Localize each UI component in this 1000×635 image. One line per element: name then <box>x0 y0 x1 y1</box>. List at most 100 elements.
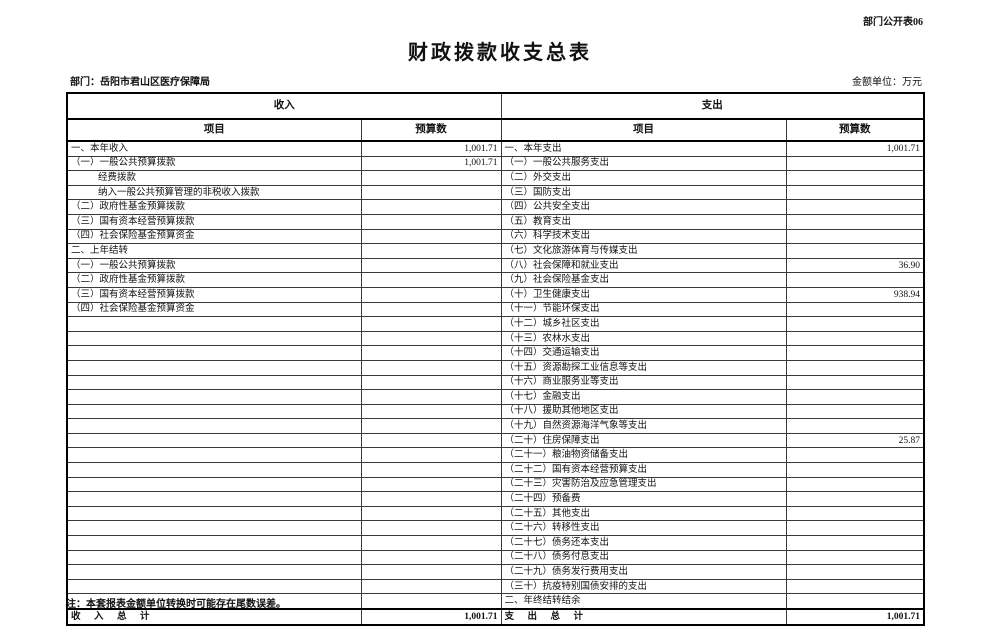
income-item-header: 项目 <box>66 118 362 142</box>
expense-value-cell <box>785 389 925 405</box>
table-row: （二十五）其他支出 <box>66 505 925 522</box>
income-item-cell: 经费拨款 <box>66 170 362 186</box>
income-item-cell: （三）国有资本经营预算拨款 <box>66 213 362 230</box>
expense-item-cell: （八）社会保障和就业支出 <box>500 257 787 274</box>
income-item-cell <box>66 549 362 566</box>
expense-total-label: 支 出 总 计 <box>500 608 787 626</box>
footnote: 注：本套报表金额单位转换时可能存在尾数误差。 <box>66 599 286 610</box>
expense-value-cell <box>785 345 925 361</box>
expense-value-cell <box>785 243 925 259</box>
table-body: 收入 支出 项目 预算数 项目 预算数 一、本年收入 1,001.71 一、本年支出… <box>66 92 925 626</box>
expense-item-cell: 二、年终结转结余 <box>500 593 787 610</box>
expense-item-cell: （四）公共安全支出 <box>500 199 787 215</box>
table-row: （四）社会保险基金预算资金 （六）科学技术支出 <box>66 228 925 245</box>
table-row: （二）政府性基金预算拨款 （九）社会保险基金支出 <box>66 272 925 288</box>
table-row: （十八）援助其他地区支出 <box>66 403 925 420</box>
expense-value-cell: 25.87 <box>785 432 925 449</box>
table-row: （十三）农林水支出 <box>66 330 925 347</box>
expense-section-header: 支出 <box>500 92 925 120</box>
expense-value-cell <box>785 403 925 420</box>
expense-item-cell: （十）卫生健康支出 <box>500 286 787 303</box>
expense-value-cell <box>785 316 925 332</box>
expense-value-cell <box>785 184 925 201</box>
table-row: 纳入一般公共预算管理的非税收入拨款 （三）国防支出 <box>66 184 925 201</box>
income-value-cell <box>360 286 502 303</box>
expense-value-cell <box>785 593 925 610</box>
income-item-cell <box>66 447 362 464</box>
income-item-cell <box>66 535 362 551</box>
income-item-cell: （一）一般公共预算拨款 <box>66 257 362 274</box>
income-item-cell: （二）政府性基金预算拨款 <box>66 272 362 288</box>
expense-item-cell: （十六）商业服务业等支出 <box>500 374 787 391</box>
income-item-cell <box>66 374 362 391</box>
table-row: （二）政府性基金预算拨款 （四）公共安全支出 <box>66 199 925 215</box>
income-value-cell: 1,001.71 <box>360 155 502 172</box>
expense-budget-header: 预算数 <box>785 118 925 142</box>
income-value-cell <box>360 345 502 361</box>
expense-item-cell: （十一）节能环保支出 <box>500 301 787 318</box>
expense-item-cell: （一）一般公共服务支出 <box>500 155 787 172</box>
income-value-cell <box>360 578 502 595</box>
income-budget-header: 预算数 <box>360 118 502 142</box>
expense-item-cell: 一、本年支出 <box>500 140 787 157</box>
department-label: 部门：岳阳市君山区医疗保障局 <box>70 77 210 88</box>
expense-value-cell <box>785 491 925 507</box>
income-value-cell <box>360 520 502 537</box>
income-value-cell <box>360 184 502 201</box>
expense-value-cell <box>785 228 925 245</box>
expense-value-cell <box>785 359 925 376</box>
table-row: （二十一）粮油物资储备支出 <box>66 447 925 464</box>
table-row: 一、本年收入 1,001.71 一、本年支出 1,001.71 <box>66 140 925 157</box>
expense-value-cell <box>785 462 925 478</box>
income-value-cell <box>360 359 502 376</box>
income-item-cell: 二、上年结转 <box>66 243 362 259</box>
income-value-cell <box>360 549 502 566</box>
income-section-header: 收入 <box>66 92 502 120</box>
income-value-cell <box>360 243 502 259</box>
income-value-cell <box>360 389 502 405</box>
table-row: 经费拨款 （二）外交支出 <box>66 170 925 186</box>
income-value-cell <box>360 491 502 507</box>
table-row: （二十二）国有资本经营预算支出 <box>66 462 925 478</box>
income-item-cell <box>66 520 362 537</box>
expense-item-cell: （十四）交通运输支出 <box>500 345 787 361</box>
income-item-cell <box>66 491 362 507</box>
expense-value-cell: 1,001.71 <box>785 140 925 157</box>
expense-item-cell: （三十）抗疫特别国债安排的支出 <box>500 578 787 595</box>
income-value-cell <box>360 213 502 230</box>
table-row: （二十四）预备费 <box>66 491 925 507</box>
income-value-cell <box>360 301 502 318</box>
expense-value-cell <box>785 374 925 391</box>
section-header-row: 收入 支出 <box>66 92 925 120</box>
table-row: 二、上年结转 （七）文化旅游体育与传媒支出 <box>66 243 925 259</box>
income-item-cell <box>66 476 362 493</box>
totals-row: 收 入 总 计 1,001.71 支 出 总 计 1,001.71 <box>66 608 925 626</box>
table-row: （二十）住房保障支出 25.87 <box>66 432 925 449</box>
expense-item-cell: （十九）自然资源海洋气象等支出 <box>500 418 787 434</box>
doc-label: 部门公开表06 <box>863 17 923 28</box>
table-row: （二十八）债务付息支出 <box>66 549 925 566</box>
income-item-cell <box>66 403 362 420</box>
expense-item-cell: （五）教育支出 <box>500 213 787 230</box>
income-value-cell <box>360 535 502 551</box>
expense-value-cell <box>785 476 925 493</box>
expense-value-cell: 938.94 <box>785 286 925 303</box>
budget-table: 收入 支出 项目 预算数 项目 预算数 一、本年收入 1,001.71 一、本年支出… <box>66 92 925 626</box>
expense-value-cell <box>785 301 925 318</box>
income-item-cell: （四）社会保险基金预算资金 <box>66 301 362 318</box>
table-row: （三）国有资本经营预算拨款 （五）教育支出 <box>66 213 925 230</box>
table-row: （十四）交通运输支出 <box>66 345 925 361</box>
table-row: （三）国有资本经营预算拨款 （十）卫生健康支出 938.94 <box>66 286 925 303</box>
income-value-cell <box>360 257 502 274</box>
expense-value-cell <box>785 578 925 595</box>
income-item-cell <box>66 330 362 347</box>
expense-item-cell: （二十八）债务付息支出 <box>500 549 787 566</box>
table-row: （一）一般公共预算拨款 （八）社会保障和就业支出 36.90 <box>66 257 925 274</box>
income-item-cell: （二）政府性基金预算拨款 <box>66 199 362 215</box>
expense-value-cell: 36.90 <box>785 257 925 274</box>
table-row: （十五）资源勘探工业信息等支出 <box>66 359 925 376</box>
expense-value-cell <box>785 505 925 522</box>
income-item-cell: （四）社会保险基金预算资金 <box>66 228 362 245</box>
income-item-cell <box>66 389 362 405</box>
expense-item-cell: （七）文化旅游体育与传媒支出 <box>500 243 787 259</box>
